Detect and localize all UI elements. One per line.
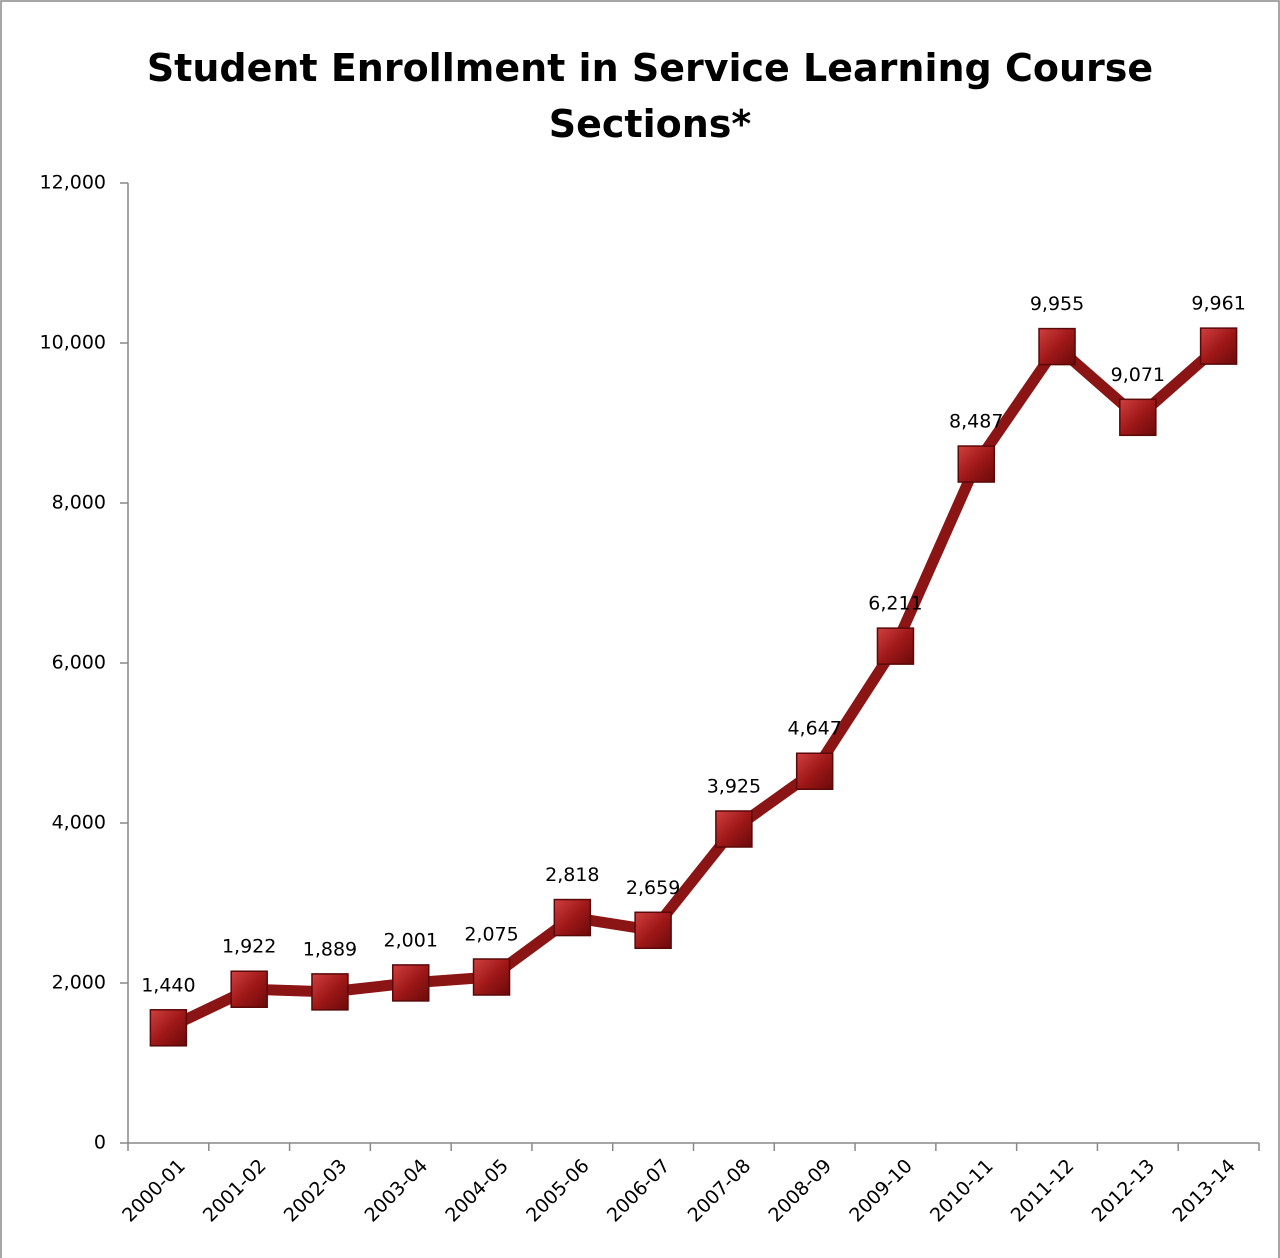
marker <box>876 627 915 665</box>
data-label: 8,487 <box>949 411 1003 433</box>
y-tick-label: 10,000 <box>40 332 106 354</box>
data-label: 6,211 <box>868 593 922 615</box>
marker <box>472 958 511 996</box>
y-tick-label: 6,000 <box>52 652 106 674</box>
x-tick-label: 2009-10 <box>845 1155 917 1227</box>
marker <box>311 973 349 1011</box>
x-tick-label: 2012-13 <box>1088 1155 1160 1227</box>
x-tick-label: 2011-12 <box>1007 1155 1079 1227</box>
marker <box>795 752 834 790</box>
data-label: 9,955 <box>1030 293 1084 315</box>
data-label: 1,922 <box>222 936 276 958</box>
marker <box>957 445 995 483</box>
data-label: 2,001 <box>384 929 438 951</box>
marker <box>392 964 430 1002</box>
x-tick-label: 2013-14 <box>1168 1155 1240 1227</box>
y-tick-label: 2,000 <box>52 972 106 994</box>
data-label: 1,440 <box>141 974 195 996</box>
marker <box>1119 398 1157 437</box>
marker <box>634 911 672 950</box>
x-tick-label: 2005-06 <box>522 1155 594 1227</box>
x-tick-label: 2008-09 <box>764 1155 836 1227</box>
chart-title: Student Enrollment in Service Learning C… <box>146 46 1154 146</box>
data-label: 4,647 <box>787 718 841 740</box>
marker <box>1199 327 1238 365</box>
data-label: 9,961 <box>1191 293 1245 315</box>
marker <box>149 1009 188 1047</box>
y-tick-label: 4,000 <box>52 812 106 834</box>
x-tick-label: 2006-07 <box>603 1155 675 1227</box>
data-label: 3,925 <box>707 776 761 798</box>
data-label: 9,071 <box>1111 364 1165 386</box>
y-tick-label: 12,000 <box>40 172 106 194</box>
data-label: 2,818 <box>545 864 599 886</box>
x-tick-label: 2007-08 <box>684 1155 756 1227</box>
y-tick-label: 8,000 <box>52 492 106 514</box>
x-tick-label: 2010-11 <box>926 1155 998 1227</box>
x-tick-label: 2004-05 <box>441 1155 513 1227</box>
y-tick-label: 0 <box>94 1132 106 1154</box>
x-tick-label: 2000-01 <box>118 1155 190 1227</box>
data-label: 2,659 <box>626 877 680 899</box>
x-tick-label: 2003-04 <box>360 1155 432 1227</box>
data-label: 2,075 <box>464 924 518 946</box>
data-label: 1,889 <box>303 938 357 960</box>
x-tick-label: 2001-02 <box>199 1155 271 1227</box>
x-tick-label: 2002-03 <box>280 1155 352 1227</box>
series-line <box>166 341 1223 1033</box>
marker <box>1038 327 1076 366</box>
marker <box>230 970 268 1008</box>
marker <box>715 810 753 848</box>
marker <box>553 898 592 937</box>
